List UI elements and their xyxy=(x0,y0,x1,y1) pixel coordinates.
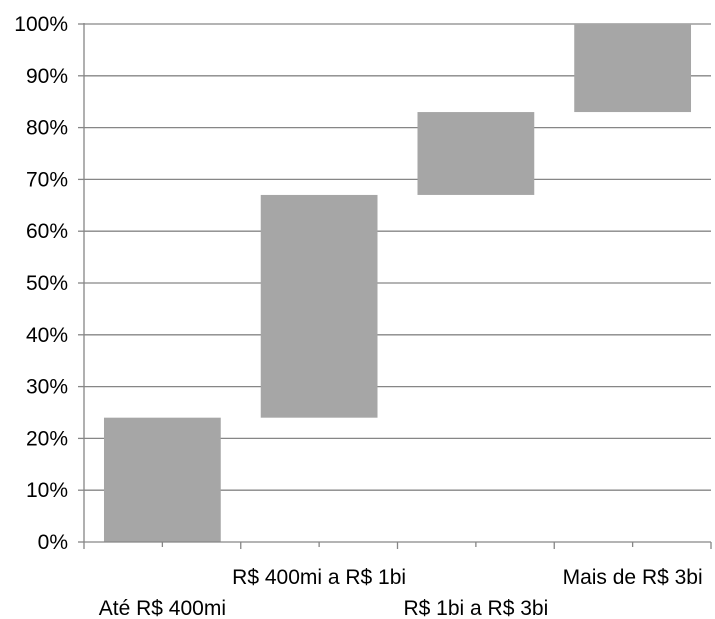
y-tick-label: 80% xyxy=(26,117,68,140)
y-tick-label: 60% xyxy=(26,220,68,243)
bar xyxy=(417,112,535,195)
y-tick-label: 0% xyxy=(38,531,68,554)
y-tick-label: 30% xyxy=(26,376,68,399)
bars xyxy=(103,24,692,542)
category-label: R$ 400mi a R$ 1bi xyxy=(232,566,406,589)
y-tick-label: 70% xyxy=(26,168,68,191)
y-tick-label: 40% xyxy=(26,324,68,347)
bar xyxy=(260,194,378,418)
y-tick-label: 100% xyxy=(14,13,68,36)
category-label: Até R$ 400mi xyxy=(99,597,226,619)
y-tick-label: 50% xyxy=(26,272,68,295)
y-tick-labels: 0% 10% 20% 30% 40% 50% 60% 70% 80% 90% 100% xyxy=(14,13,68,554)
y-tick-label: 90% xyxy=(26,65,68,88)
bar xyxy=(103,417,221,542)
category-labels: Até R$ 400mi R$ 400mi a R$ 1bi R$ 1bi a R$… xyxy=(99,566,703,619)
category-label: R$ 1bi a R$ 3bi xyxy=(403,597,548,619)
bar xyxy=(574,24,692,113)
axes xyxy=(78,23,712,549)
y-tick-label: 20% xyxy=(26,427,68,450)
category-label: Mais de R$ 3bi xyxy=(563,566,703,589)
y-tick-label: 10% xyxy=(26,479,68,502)
